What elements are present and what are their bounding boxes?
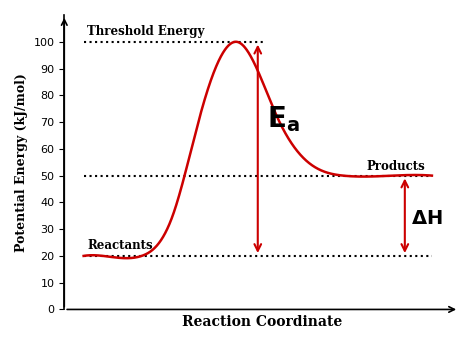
Text: Threshold Energy: Threshold Energy bbox=[88, 25, 205, 38]
Y-axis label: Potential Energy (kJ/mol): Potential Energy (kJ/mol) bbox=[15, 73, 28, 252]
Text: Reactants: Reactants bbox=[88, 239, 153, 252]
Text: $\mathbf{E_a}$: $\mathbf{E_a}$ bbox=[267, 105, 301, 134]
Text: Products: Products bbox=[366, 160, 425, 173]
X-axis label: Reaction Coordinate: Reaction Coordinate bbox=[182, 315, 342, 329]
Text: $\mathbf{\Delta H}$: $\mathbf{\Delta H}$ bbox=[410, 210, 442, 228]
